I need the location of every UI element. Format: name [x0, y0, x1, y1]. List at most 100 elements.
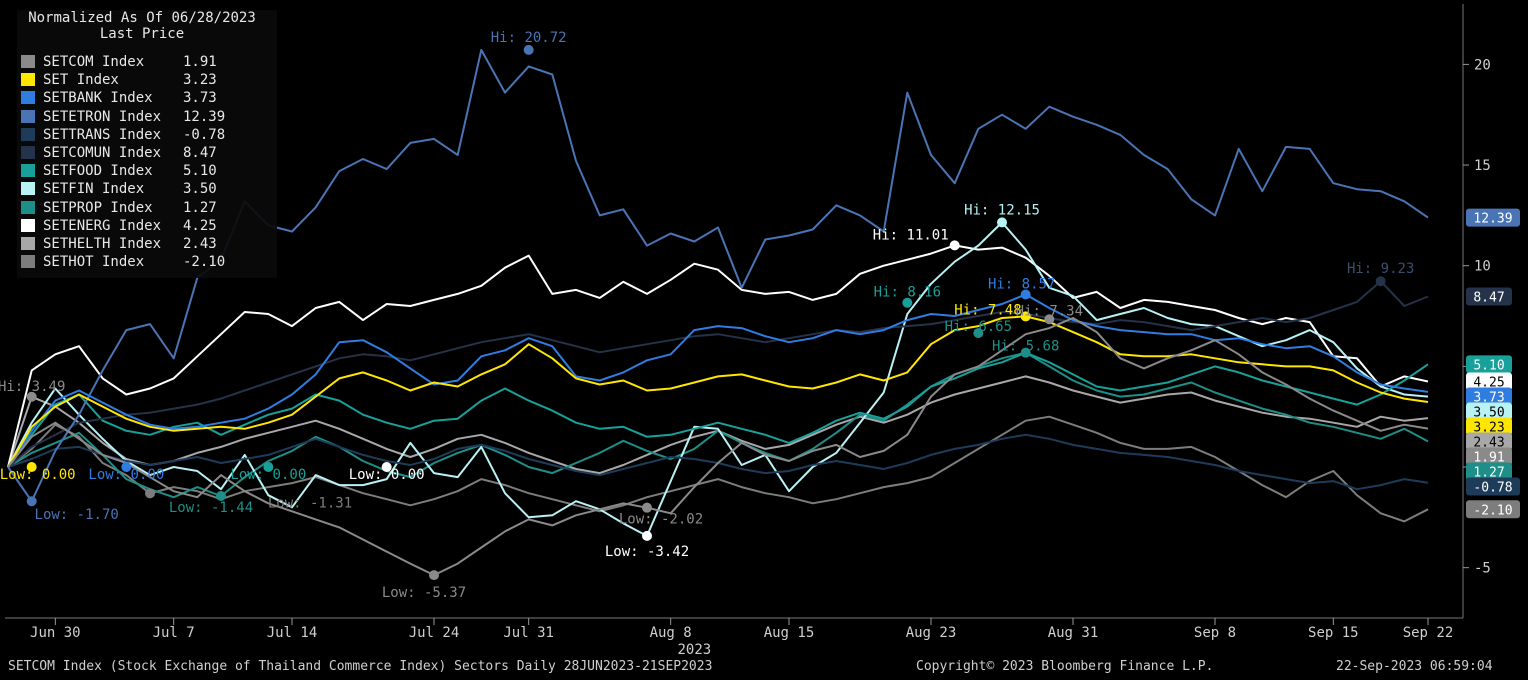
annotation-label: Low: -3.42: [605, 544, 689, 560]
last-value-tags: 12.39 8.47 5.10 4.253.733.503.232.431.911.2…: [1466, 208, 1520, 519]
last-value-text: 3.73: [1473, 390, 1504, 405]
legend-series-name: SETCOM Index: [43, 54, 145, 70]
legend-entry-setfood-index: SETFOOD Index 5.10: [21, 163, 217, 180]
annotation-dot: [642, 502, 652, 513]
legend-series-value: 5.10: [183, 163, 217, 180]
last-value-text: 3.23: [1473, 420, 1504, 435]
last-value-tag: [1466, 417, 1512, 436]
legend-swatch: [21, 164, 35, 178]
legend-series-name: SETCOMUN Index: [43, 145, 162, 161]
legend-series-value: -0.78: [183, 126, 226, 143]
annotation-label: Low: 0.00: [88, 467, 164, 483]
legend-entry-setetron-index: SETETRON Index 12.39: [21, 109, 225, 126]
legend-series-name: SETHOT Index: [43, 254, 145, 271]
annotation-label: Hi: 8.57: [988, 276, 1055, 292]
annotation-dot: [429, 570, 439, 581]
last-value-tag: [1466, 500, 1520, 519]
legend-series-value: 12.39: [183, 108, 226, 125]
legend-series-value: 3.50: [183, 181, 217, 198]
last-value-text: -0.78: [1473, 480, 1512, 495]
annotation-label: Hi: 9.23: [1347, 261, 1414, 277]
last-value-tag: [1466, 432, 1512, 451]
last-value-text: 1.27: [1473, 465, 1504, 480]
last-value-text: 2.43: [1473, 435, 1504, 450]
annotation-dot: [121, 462, 132, 473]
x-axis: Jun 30 Jul 7 Jul 14 Jul 24 Jul 31 Aug 8 Aug 15…: [30, 618, 1453, 658]
legend-entry-sethelth-index: SETHELTH Index 2.43: [21, 236, 217, 253]
legend-series-name: SETHELTH Index: [43, 236, 162, 252]
footer-description: SETCOM Index (Stock Exchange of Thailand…: [8, 659, 713, 674]
annotation-dot: [145, 488, 155, 499]
legend: Normalized As Of 06/28/2023 Last Price S…: [17, 10, 277, 278]
annotation-label: Low: -1.70: [35, 507, 119, 523]
x-year-label: 2023: [677, 642, 711, 658]
annotation-label: Hi: 7.48: [954, 302, 1021, 318]
x-tick-label: Sep 15: [1308, 625, 1359, 641]
x-tick-label: Jul 24: [409, 625, 460, 641]
annotation-dot: [997, 217, 1007, 228]
last-value-text: 8.47: [1473, 291, 1504, 306]
annotation-dot: [973, 328, 984, 339]
last-value-text: 5.10: [1473, 358, 1504, 373]
legend-swatch: [21, 218, 35, 232]
series-line-setcomun-index: [7, 280, 1429, 468]
last-value-tag: [1466, 372, 1512, 391]
legend-series-value: 1.27: [183, 199, 217, 216]
annotation-label: Hi: 3.49: [0, 379, 65, 395]
legend-series-name: SETETRON Index: [43, 108, 162, 125]
annotation-dot: [26, 496, 37, 507]
legend-series-value: 4.25: [183, 217, 217, 234]
x-tick-label: Sep 8: [1194, 625, 1236, 641]
y-tick-label: -5: [1474, 561, 1491, 577]
legend-swatch: [21, 73, 35, 87]
legend-series-name: SETFOOD Index: [43, 163, 153, 180]
legend-series-value: 8.47: [183, 145, 217, 161]
annotation-label: Hi: 12.15: [964, 202, 1040, 218]
x-tick-label: Sep 22: [1403, 625, 1454, 641]
legend-series-name: SET Index: [43, 72, 119, 89]
annotation-dot: [1375, 276, 1386, 287]
y-tick-label: 20: [1474, 57, 1491, 73]
legend-series-name: SETPROP Index: [43, 199, 153, 216]
last-value-tag: [1466, 402, 1512, 421]
annotation-label: Low: -1.31: [268, 495, 352, 511]
x-tick-label: Jul 7: [153, 625, 195, 641]
annotation-dot: [642, 530, 652, 541]
legend-subtitle: Last Price: [99, 26, 185, 42]
legend-entry-setprop-index: SETPROP Index 1.27: [21, 200, 217, 217]
annotation-dot: [1020, 347, 1031, 358]
series-line-setcom-index: [7, 317, 1429, 577]
legend-series-value: 3.23: [183, 72, 217, 89]
legend-series-name: SETENERG Index: [43, 217, 162, 234]
last-value-text: 4.25: [1473, 375, 1504, 390]
last-value-text: 12.39: [1473, 212, 1512, 227]
legend-series-name: SETTRANS Index: [43, 126, 162, 143]
annotation-label: Low: -2.02: [619, 512, 703, 528]
x-tick-label: Jul 14: [267, 625, 318, 641]
series-line-setfood-index: [7, 351, 1429, 468]
annotation-label: Hi: 7.34: [1016, 303, 1083, 319]
annotation-dot: [1020, 311, 1031, 322]
legend-series-name: SETFIN Index: [43, 181, 145, 198]
legend-entry-set-index: SET Index 3.23: [21, 72, 217, 89]
annotation-label: Hi: 6.65: [945, 319, 1012, 335]
annotation-label: Low: -1.44: [169, 500, 253, 516]
legend-swatch: [21, 182, 35, 196]
legend-series-value: 1.91: [183, 54, 217, 70]
legend-swatch: [21, 146, 35, 159]
legend-entry-setcomun-index: SETCOMUN Index 8.47: [21, 145, 217, 162]
footer-timestamp: 22-Sep-2023 06:59:04: [1336, 659, 1493, 674]
series-line-setprop-index: [7, 351, 1429, 499]
legend-swatch: [21, 255, 35, 269]
last-value-tag: [1466, 477, 1520, 496]
annotation-dot: [1044, 314, 1055, 325]
last-value-tag: [1466, 387, 1512, 406]
annotation-label: Low: 0.00: [0, 467, 76, 483]
y-tick-label: 10: [1474, 259, 1491, 275]
series-line-setbank-index: [7, 293, 1429, 468]
legend-series-name: SETBANK Index: [43, 90, 153, 107]
annotation-dot: [381, 462, 392, 473]
x-tick-label: Aug 15: [764, 625, 815, 641]
annotation-dot: [263, 462, 274, 473]
annotation-dot: [216, 491, 226, 502]
